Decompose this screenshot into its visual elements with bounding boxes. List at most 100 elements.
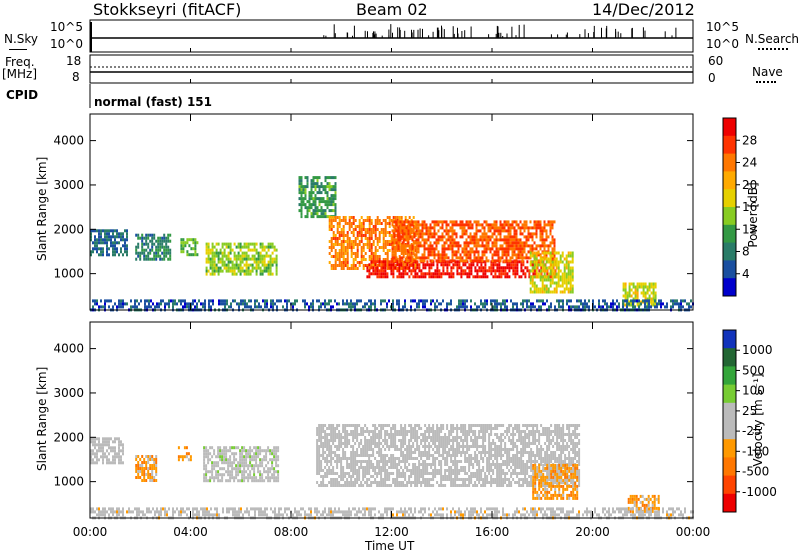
data-cell	[445, 238, 448, 242]
data-cell	[312, 191, 315, 195]
data-cell	[273, 458, 276, 462]
data-cell	[237, 251, 240, 255]
data-cell	[118, 241, 120, 245]
data-cell	[402, 460, 405, 463]
data-cell	[275, 455, 278, 459]
data-cell	[342, 264, 345, 267]
data-cell	[466, 272, 469, 276]
data-cell	[271, 467, 274, 471]
data-cell	[433, 220, 436, 224]
data-cell	[126, 244, 128, 248]
data-cell	[114, 440, 116, 444]
data-cell	[424, 305, 426, 309]
data-cell	[225, 245, 228, 249]
data-cell	[245, 470, 248, 474]
data-cell	[569, 254, 572, 258]
data-cell	[334, 243, 337, 246]
data-cell	[416, 436, 419, 439]
data-cell	[501, 256, 504, 260]
data-cell	[386, 433, 389, 436]
data-cell	[358, 484, 361, 487]
data-cell	[300, 179, 303, 183]
data-cell	[360, 228, 363, 231]
data-cell	[104, 235, 106, 239]
data-cell	[553, 257, 556, 261]
data-cell	[523, 220, 526, 224]
data-cell	[312, 215, 315, 219]
data-cell	[513, 241, 516, 245]
data-cell	[561, 278, 564, 282]
data-cell	[366, 302, 368, 306]
data-cell	[408, 469, 411, 472]
data-cell	[247, 242, 250, 246]
data-cell	[147, 461, 150, 464]
data-cell	[535, 266, 538, 270]
data-cell	[525, 238, 528, 242]
data-cell	[139, 251, 142, 255]
data-cell	[394, 481, 397, 484]
data-cell	[360, 427, 363, 430]
data-cell	[334, 182, 337, 186]
data-cell	[547, 244, 550, 248]
data-cell	[376, 481, 379, 484]
data-cell	[245, 452, 248, 456]
data-cell	[421, 256, 424, 260]
data-cell	[526, 266, 529, 270]
data-cell	[269, 245, 272, 249]
data-cell	[526, 269, 529, 273]
data-cell	[370, 442, 373, 445]
data-cell	[414, 299, 416, 303]
data-cell	[412, 466, 415, 469]
data-cell	[529, 275, 532, 279]
data-cell	[427, 244, 430, 248]
data-cell	[226, 299, 228, 303]
data-cell	[495, 259, 498, 263]
data-cell	[346, 478, 349, 481]
data-cell	[465, 223, 468, 227]
data-cell	[474, 269, 477, 273]
data-cell	[273, 452, 276, 456]
data-cell	[227, 467, 230, 471]
data-cell	[203, 461, 206, 465]
data-cell	[416, 260, 419, 264]
data-cell	[374, 436, 377, 439]
data-cell	[253, 266, 256, 270]
data-cell	[304, 197, 307, 201]
data-cell	[318, 176, 321, 180]
data-cell	[380, 427, 383, 430]
data-cell	[402, 445, 405, 448]
data-cell	[466, 299, 468, 303]
data-cell	[342, 246, 345, 249]
data-cell	[267, 254, 270, 258]
data-cell	[370, 243, 373, 246]
data-cell	[537, 226, 540, 230]
data-cell	[490, 302, 492, 306]
data-cell	[549, 223, 552, 227]
data-cell	[412, 228, 415, 231]
data-cell	[207, 257, 210, 261]
data-cell	[481, 256, 484, 260]
data-cell	[186, 241, 189, 245]
data-cell	[332, 457, 335, 460]
data-cell	[415, 220, 418, 224]
data-cell	[507, 250, 510, 254]
data-cell	[374, 445, 377, 448]
data-cell	[378, 433, 381, 436]
data-cell	[470, 269, 473, 273]
data-cell	[368, 246, 371, 249]
data-cell	[256, 299, 258, 303]
data-cell	[152, 302, 154, 306]
data-cell	[94, 299, 96, 303]
data-cell	[273, 479, 276, 483]
data-cell	[368, 219, 371, 222]
data-cell	[328, 466, 331, 469]
data-cell	[420, 442, 423, 445]
data-cell	[489, 226, 492, 230]
data-cell	[463, 223, 466, 227]
data-cell	[205, 272, 208, 276]
data-cell	[509, 247, 512, 251]
data-cell	[153, 236, 156, 240]
data-cell	[380, 472, 383, 475]
data-cell	[314, 209, 317, 213]
data-cell	[364, 472, 367, 475]
